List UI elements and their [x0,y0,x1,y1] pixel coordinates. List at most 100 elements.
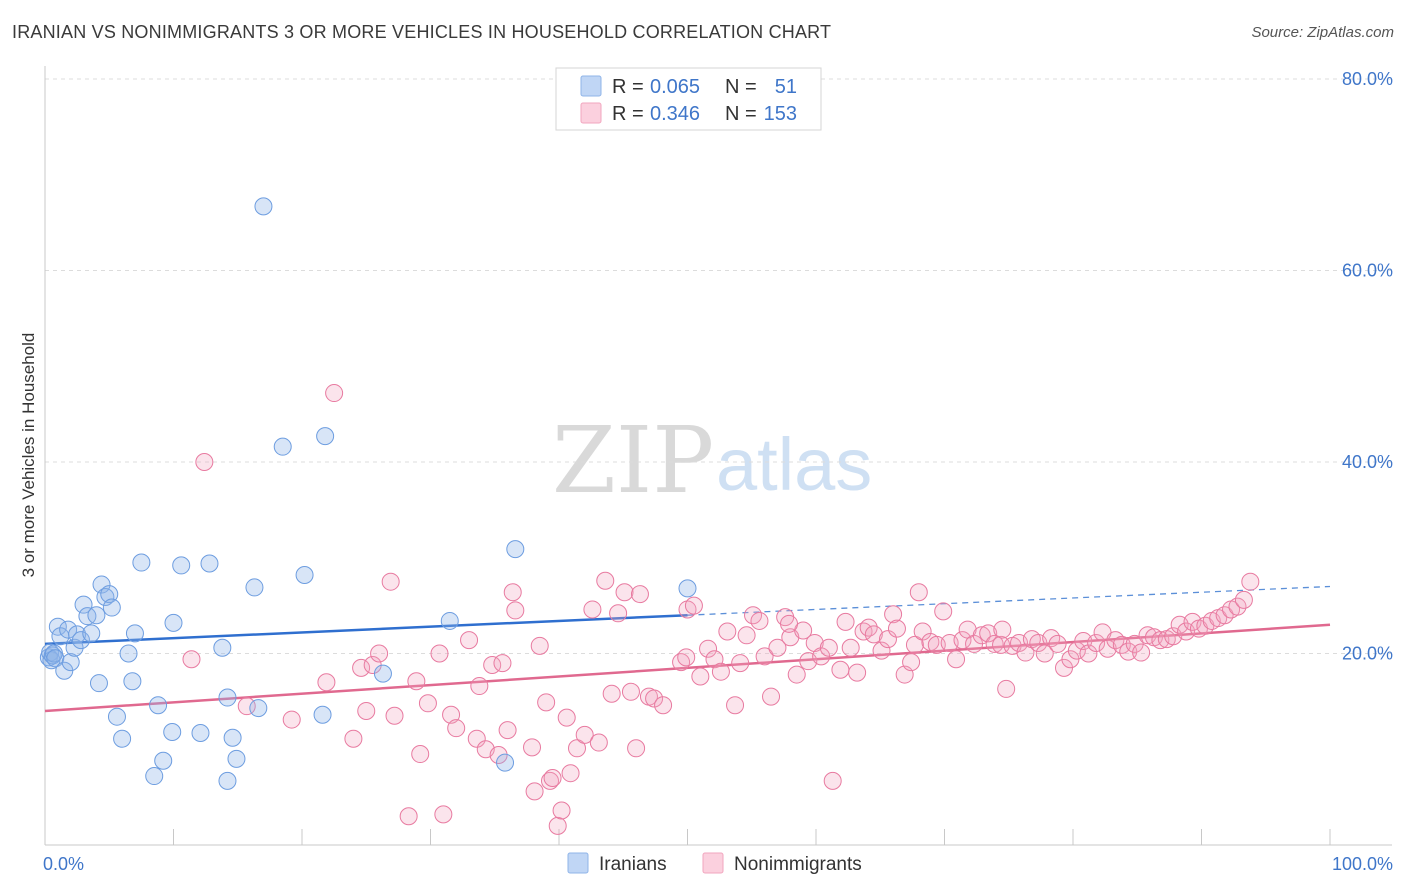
data-point-nonimmigrants [543,768,562,787]
data-point-nonimmigrants [575,725,594,744]
data-point-nonimmigrants [447,719,466,738]
data-point-iranians [145,767,164,786]
data-point-nonimmigrants [1234,590,1253,609]
data-point-nonimmigrants [552,801,571,820]
data-point-iranians [213,638,232,657]
data-point-iranians [191,723,210,742]
data-point-nonimmigrants [489,745,508,764]
data-point-nonimmigrants [677,648,696,667]
data-point-nonimmigrants [905,635,924,654]
source-label: Source: ZipAtlas.com [1251,24,1394,41]
data-point-nonimmigrants [654,696,673,715]
data-point-iranians [46,649,65,668]
data-point-nonimmigrants [434,805,453,824]
data-point-nonimmigrants [182,650,201,669]
y-tick-label: 60.0% [1342,261,1393,281]
legend-n-label-1: N = [725,76,757,98]
data-point-iranians [89,674,108,693]
data-point-nonimmigrants [370,644,389,663]
data-point-nonimmigrants [237,697,256,716]
data-point-nonimmigrants [993,620,1012,639]
data-point-nonimmigrants [498,721,517,740]
data-point-nonimmigrants [913,622,932,641]
data-point-nonimmigrants [909,583,928,602]
data-point-nonimmigrants [418,694,437,713]
data-point-nonimmigrants [768,638,787,657]
data-point-iranians [245,578,264,597]
data-point-nonimmigrants [787,665,806,684]
data-point-iranians [172,556,191,575]
y-tick-label: 80.0% [1342,69,1393,89]
data-point-nonimmigrants [985,634,1004,653]
data-point-nonimmigrants [1112,635,1131,654]
legend-n-value-1: 51 [775,76,797,98]
data-point-nonimmigrants [947,650,966,669]
data-point-nonimmigrants [621,682,640,701]
data-point-nonimmigrants [548,816,567,835]
data-point-nonimmigrants [997,679,1016,698]
data-point-iranians [87,606,106,625]
y-axis-title: 3 or more Vehicles in Household [19,333,38,578]
data-point-iranians [163,723,182,742]
x-tick-label: 0.0% [43,854,84,874]
data-point-iranians [74,595,93,614]
data-point-nonimmigrants [934,602,953,621]
data-point-nonimmigrants [645,689,664,708]
data-point-iranians [200,554,219,573]
data-point-nonimmigrants [1087,633,1106,652]
data-point-nonimmigrants [887,619,906,638]
data-point-nonimmigrants [627,739,646,758]
data-point-nonimmigrants [878,630,897,649]
data-point-nonimmigrants [953,631,972,650]
data-point-iranians [102,598,121,617]
data-points [39,197,1260,835]
data-point-nonimmigrants [344,729,363,748]
legend-bottom: Iranians Nonimmigrants [567,852,862,875]
bottom-legend-iranians: Iranians [599,854,667,875]
data-point-iranians [313,705,332,724]
data-point-nonimmigrants [819,638,838,657]
data-point-iranians [506,540,525,559]
data-point-nonimmigrants [672,653,691,672]
data-point-nonimmigrants [1119,642,1138,661]
data-point-iranians [223,728,242,747]
x-tick-label: 100.0% [1332,854,1393,874]
data-point-nonimmigrants [1048,634,1067,653]
y-tick-label: 20.0% [1342,644,1393,664]
data-point-iranians [295,565,314,584]
data-point-nonimmigrants [602,684,621,703]
data-point-iranians [82,624,101,643]
legend-n-label-2: N = [725,103,757,125]
data-point-nonimmigrants [864,625,883,644]
data-point-nonimmigrants [317,673,336,692]
data-point-iranians [113,729,132,748]
data-point-iranians [496,753,515,772]
data-point-nonimmigrants [711,662,730,681]
data-point-nonimmigrants [407,672,426,691]
data-point-iranians [254,197,273,216]
data-point-nonimmigrants [841,638,860,657]
bottom-legend-swatch-nonimmigrants [702,852,724,874]
data-point-iranians [218,771,237,790]
legend-top: R = 0.065 N = 51 R = 0.346 N = 153 [555,67,822,131]
data-point-nonimmigrants [884,605,903,624]
data-point-nonimmigrants [561,764,580,783]
data-point-nonimmigrants [630,585,649,604]
data-point-nonimmigrants [831,660,850,679]
data-point-nonimmigrants [442,705,461,724]
data-point-nonimmigrants [902,653,921,672]
data-point-nonimmigrants [1079,644,1098,663]
data-point-nonimmigrants [699,639,718,658]
watermark: ZIP atlas [552,407,872,514]
data-point-nonimmigrants [381,572,400,591]
data-point-nonimmigrants [755,647,774,666]
data-point-nonimmigrants [972,626,991,645]
data-point-iranians [61,653,80,672]
data-point-iranians [65,638,84,657]
data-point-nonimmigrants [823,771,842,790]
bottom-legend-nonimmigrants: Nonimmigrants [734,854,862,875]
legend-r-value-2: 0.346 [650,103,700,125]
axes [44,66,1392,846]
data-point-nonimmigrants [1035,644,1054,663]
trend-line-iranians [44,613,688,646]
